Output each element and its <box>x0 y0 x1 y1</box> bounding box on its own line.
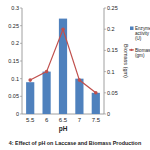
x-tick-label: 7 <box>78 117 82 123</box>
plot-area <box>26 19 100 114</box>
y-tick-label: 0.2 <box>11 40 19 46</box>
bar <box>92 93 100 114</box>
y2-tick <box>104 50 106 51</box>
chart-svg: 0 0.05 0.1 0.15 0.2 0.25 0.3 0 0.05 0.1 0.15 0.2 0.2… <box>0 0 150 150</box>
bar <box>75 79 83 114</box>
bar <box>43 72 51 114</box>
y-tick <box>20 61 22 62</box>
x-tick-label: 6.5 <box>59 117 68 123</box>
marker <box>61 27 65 31</box>
legend: Enzymeactivity(U) Biomass(gm) <box>129 26 150 58</box>
marker <box>45 70 49 74</box>
y2-tick <box>104 29 106 30</box>
y-tick <box>20 25 22 26</box>
y-tick <box>20 96 22 97</box>
marker <box>94 91 98 95</box>
y-tick <box>20 114 22 115</box>
x-tick-label: 6 <box>45 117 49 123</box>
legend-swatch <box>129 49 134 50</box>
y-tick <box>20 43 22 44</box>
x-tick-label: 5.5 <box>26 117 35 123</box>
bar <box>26 82 34 114</box>
y2-tick <box>104 8 106 9</box>
y2-tick <box>104 114 106 115</box>
line <box>30 29 96 93</box>
y-tick-label: 0.3 <box>11 5 19 11</box>
chart-container: 0 0.05 0.1 0.15 0.2 0.25 0.3 0 0.05 0.1 0.15 0.2 0.2… <box>0 0 150 150</box>
chart-title: 4: Effect of pH on Laccase and Biomass P… <box>9 140 141 146</box>
bar <box>59 19 67 114</box>
marker <box>78 78 82 82</box>
y2-tick-label: 0.05 <box>107 90 118 96</box>
y2-axis-label: Biomass (gm) <box>123 44 129 78</box>
y-tick <box>20 78 22 79</box>
legend-label: Enzymeactivity(U) <box>135 26 150 41</box>
y-tick <box>20 8 22 9</box>
legend-label: Biomass(gm) <box>135 48 150 58</box>
legend-swatch <box>130 27 134 31</box>
y2-tick-label: 0.1 <box>107 69 115 75</box>
y2-tick-label: 0 <box>107 111 110 117</box>
axes: 0 0.05 0.1 0.15 0.2 0.25 0.3 0 0.05 0.1 0.15 0.2 0.2… <box>8 5 117 123</box>
x-tick-label: 7.5 <box>92 117 101 123</box>
y2-tick-label: 0.25 <box>107 5 118 11</box>
y-tick-label: 0.05 <box>8 93 19 99</box>
y2-axis-line <box>104 8 105 114</box>
y2-tick <box>104 71 106 72</box>
legend-swatch <box>130 49 132 51</box>
x-axis-label: pH <box>59 125 68 133</box>
y-tick-label: 0.25 <box>8 23 19 29</box>
y2-tick <box>104 92 106 93</box>
y-tick-label: 0.15 <box>8 58 19 64</box>
y2-tick-label: 0.15 <box>107 47 118 53</box>
y2-tick-label: 0.2 <box>107 26 115 32</box>
y-tick-label: 0.1 <box>11 76 19 82</box>
y-tick-label: 0 <box>16 111 19 117</box>
marker <box>28 78 32 82</box>
